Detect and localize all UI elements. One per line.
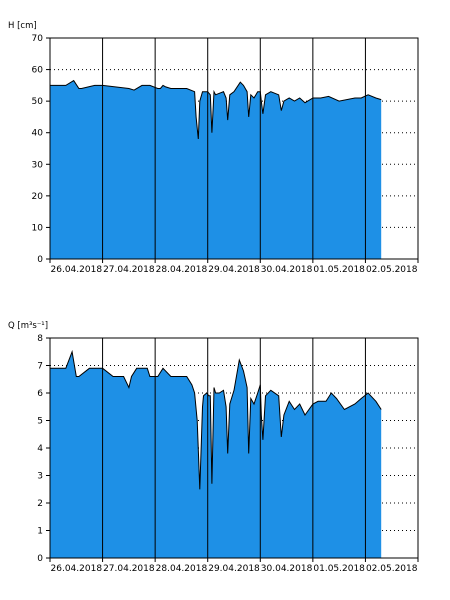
discharge-y-tick-label: 1 bbox=[37, 527, 43, 537]
water-level-y-tick-label: 30 bbox=[32, 160, 44, 170]
discharge-y-ticks: 0 1 2 3 4 5 6 7 8 bbox=[37, 334, 50, 564]
water-level-y-tick-label: 10 bbox=[32, 223, 44, 233]
discharge-y-tick-label: 8 bbox=[37, 334, 43, 344]
discharge-y-axis-label: Q [m³s⁻¹] bbox=[8, 321, 48, 331]
discharge-y-tick-label: 4 bbox=[37, 444, 43, 454]
water-level-y-ticks: 0 10 20 30 40 50 60 70 bbox=[32, 34, 50, 265]
water-level-y-tick-label: 0 bbox=[37, 255, 43, 265]
water-level-x-tick-label: 30.04.2018 bbox=[261, 265, 313, 275]
water-level-x-tick-label: 28.04.2018 bbox=[156, 265, 208, 275]
discharge-x-ticks: 26.04.2018 27.04.2018 28.04.2018 29.04.2018… bbox=[49, 558, 419, 574]
water-level-area bbox=[50, 80, 382, 259]
discharge-y-tick-label: 0 bbox=[37, 554, 43, 564]
discharge-x-tick-label: 02.05.2018 bbox=[366, 564, 418, 574]
discharge-x-tick-label: 26.04.2018 bbox=[51, 564, 103, 574]
discharge-chart: 0 1 2 3 4 5 6 7 8 26.04.2018 27.04.2018 28.04.2018… bbox=[8, 321, 419, 574]
discharge-y-tick-label: 5 bbox=[37, 417, 43, 427]
water-level-y-tick-label: 70 bbox=[32, 34, 44, 44]
water-level-y-tick-label: 50 bbox=[32, 97, 44, 107]
water-level-x-tick-label: 26.04.2018 bbox=[51, 265, 103, 275]
discharge-y-tick-label: 2 bbox=[37, 499, 43, 509]
water-level-plot-frame bbox=[49, 37, 419, 260]
discharge-y-tick-label: 6 bbox=[37, 389, 43, 399]
water-level-y-axis-label: H [cm] bbox=[8, 21, 37, 31]
water-level-day-lines bbox=[102, 38, 366, 259]
water-level-x-tick-label: 27.04.2018 bbox=[103, 265, 155, 275]
water-level-y-tick-label: 40 bbox=[32, 129, 44, 139]
discharge-y-tick-label: 3 bbox=[37, 472, 43, 482]
water-level-x-tick-label: 02.05.2018 bbox=[366, 265, 418, 275]
water-level-y-tick-label: 20 bbox=[32, 192, 44, 202]
discharge-x-tick-label: 29.04.2018 bbox=[208, 564, 260, 574]
water-level-chart: 0 10 20 30 40 50 60 70 26.04.2018 27.04.2018 28.0… bbox=[8, 21, 419, 275]
discharge-area bbox=[50, 351, 382, 558]
water-level-x-ticks: 26.04.2018 27.04.2018 28.04.2018 29.04.2018… bbox=[49, 259, 419, 275]
water-level-x-tick-label: 01.05.2018 bbox=[313, 265, 365, 275]
discharge-day-lines bbox=[102, 338, 366, 558]
water-level-y-tick-label: 60 bbox=[32, 66, 44, 76]
discharge-y-tick-label: 7 bbox=[37, 362, 43, 372]
water-level-x-tick-label: 29.04.2018 bbox=[208, 265, 260, 275]
discharge-x-tick-label: 30.04.2018 bbox=[261, 564, 313, 574]
discharge-x-tick-label: 27.04.2018 bbox=[103, 564, 155, 574]
discharge-x-tick-label: 01.05.2018 bbox=[313, 564, 365, 574]
discharge-x-tick-label: 28.04.2018 bbox=[156, 564, 208, 574]
water-level-line bbox=[50, 79, 382, 140]
discharge-line bbox=[50, 349, 382, 490]
